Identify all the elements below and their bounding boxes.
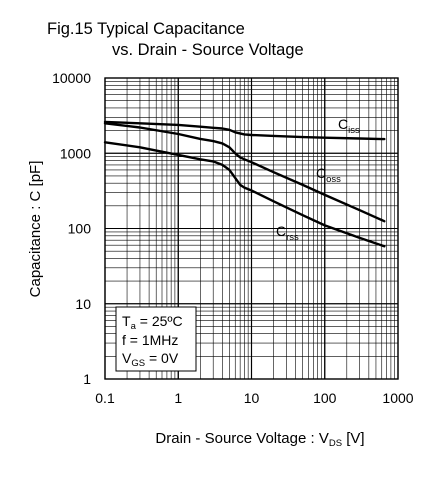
x-tick-label: 10 xyxy=(244,390,260,406)
series-labels: Ciss Coss Crss xyxy=(276,116,360,243)
condition-frequency: f = 1MHz xyxy=(122,332,178,348)
series-line-Ciss xyxy=(103,120,386,141)
x-tick-label: 1000 xyxy=(382,390,413,406)
y-tick-label: 100 xyxy=(68,221,92,237)
crss-label: Crss xyxy=(276,223,299,243)
chart-title-line-1: Fig.15 Typical Capacitance xyxy=(47,20,245,38)
y-tick-label: 10 xyxy=(75,296,91,312)
condition-gate-voltage: VGS = 0V xyxy=(122,350,179,369)
condition-temperature: Ta = 25ºC xyxy=(122,313,183,332)
ciss-label: Ciss xyxy=(338,116,360,136)
chart-title-line-2: vs. Drain - Source Voltage xyxy=(112,41,304,59)
series-line-Crss xyxy=(103,141,386,248)
y-axis-label: Capacitance : C [pF] xyxy=(27,161,44,298)
x-axis-label: Drain - Source Voltage : VDS [V] xyxy=(155,430,364,449)
x-tick-label: 100 xyxy=(313,390,337,406)
plot-frame xyxy=(104,77,399,380)
x-tick-label: 0.1 xyxy=(95,390,115,406)
y-tick-label: 1 xyxy=(83,371,91,387)
series-lines xyxy=(103,120,386,248)
y-tick-label: 10000 xyxy=(52,70,91,86)
coss-label: Coss xyxy=(316,165,341,185)
series-line-Coss xyxy=(103,122,386,223)
conditions-box: Ta = 25ºC f = 1MHz VGS = 0V xyxy=(115,306,197,372)
x-tick-label: 1 xyxy=(174,390,182,406)
y-tick-label: 1000 xyxy=(60,145,91,161)
